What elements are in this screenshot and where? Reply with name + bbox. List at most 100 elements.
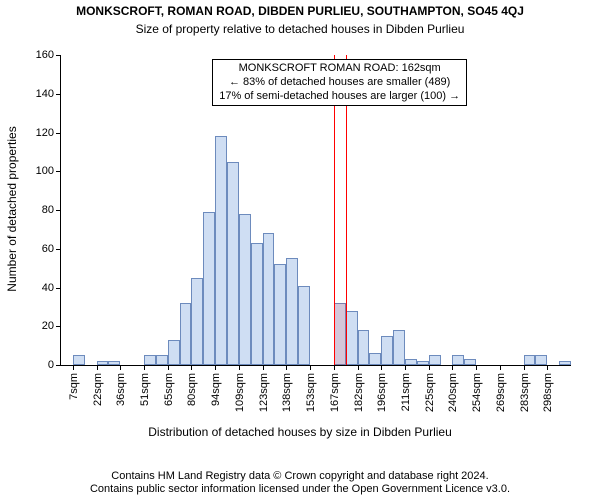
xtick-mark xyxy=(358,365,359,370)
xtick-label: 94sqm xyxy=(210,373,222,406)
histogram-bar xyxy=(274,264,286,365)
xtick-label: 254sqm xyxy=(471,373,483,412)
footer-line-2: Contains public sector information licen… xyxy=(0,483,600,496)
xtick-mark xyxy=(120,365,121,370)
ytick-mark xyxy=(56,365,61,366)
histogram-bar xyxy=(180,303,192,365)
ytick-mark xyxy=(56,55,61,56)
xtick-label: 153sqm xyxy=(305,373,317,412)
histogram-bar xyxy=(203,212,215,365)
histogram-bar xyxy=(97,361,109,365)
x-axis-label: Distribution of detached houses by size … xyxy=(0,425,600,439)
ytick-mark xyxy=(56,288,61,289)
histogram-bar xyxy=(251,243,263,365)
histogram-bar xyxy=(381,336,393,365)
ytick-label: 120 xyxy=(26,127,54,139)
xtick-label: 65sqm xyxy=(163,373,175,406)
ytick-label: 60 xyxy=(26,243,54,255)
ytick-label: 140 xyxy=(26,88,54,100)
xtick-mark xyxy=(429,365,430,370)
footer: Contains HM Land Registry data © Crown c… xyxy=(0,470,600,496)
histogram-bar xyxy=(369,353,381,365)
xtick-label: 211sqm xyxy=(400,373,412,411)
xtick-mark xyxy=(524,365,525,370)
histogram-bar xyxy=(168,340,180,365)
histogram-bar xyxy=(452,355,464,365)
xtick-mark xyxy=(500,365,501,370)
xtick-mark xyxy=(310,365,311,370)
histogram-bar xyxy=(559,361,571,365)
xtick-label: 196sqm xyxy=(376,373,388,412)
histogram-bar xyxy=(464,359,476,365)
xtick-mark xyxy=(144,365,145,370)
xtick-label: 123sqm xyxy=(258,373,270,412)
xtick-label: 22sqm xyxy=(92,373,104,406)
ytick-label: 100 xyxy=(26,165,54,177)
histogram-bar xyxy=(417,361,429,365)
ytick-label: 160 xyxy=(26,49,54,61)
y-axis-label: Number of detached properties xyxy=(5,109,19,309)
ytick-label: 80 xyxy=(26,204,54,216)
xtick-label: 240sqm xyxy=(447,373,459,412)
xtick-mark xyxy=(73,365,74,370)
xtick-label: 138sqm xyxy=(281,373,293,412)
histogram-bar xyxy=(524,355,536,365)
histogram-bar xyxy=(298,286,310,365)
annotation-line: ← 83% of detached houses are smaller (48… xyxy=(219,76,460,90)
marker-highlight-bar xyxy=(334,303,346,365)
ytick-mark xyxy=(56,249,61,250)
footer-line-1: Contains HM Land Registry data © Crown c… xyxy=(0,470,600,483)
xtick-mark xyxy=(405,365,406,370)
xtick-label: 7sqm xyxy=(68,373,80,400)
histogram-bar xyxy=(358,330,370,365)
ytick-mark xyxy=(56,326,61,327)
annotation-line: MONKSCROFT ROMAN ROAD: 162sqm xyxy=(219,62,460,76)
chart-subtitle: Size of property relative to detached ho… xyxy=(0,22,600,36)
histogram-bar xyxy=(144,355,156,365)
xtick-label: 51sqm xyxy=(139,373,151,406)
histogram-bar xyxy=(73,355,85,365)
histogram-bar xyxy=(191,278,203,365)
xtick-label: 109sqm xyxy=(234,373,246,412)
xtick-label: 167sqm xyxy=(329,373,341,412)
histogram-bar xyxy=(108,361,120,365)
xtick-label: 298sqm xyxy=(542,373,554,412)
xtick-label: 182sqm xyxy=(353,373,365,412)
xtick-mark xyxy=(334,365,335,370)
xtick-mark xyxy=(286,365,287,370)
xtick-mark xyxy=(168,365,169,370)
histogram-bar xyxy=(239,214,251,365)
xtick-mark xyxy=(215,365,216,370)
xtick-label: 80sqm xyxy=(186,373,198,406)
histogram-bar xyxy=(156,355,168,365)
histogram-bar xyxy=(286,258,298,365)
ytick-label: 20 xyxy=(26,320,54,332)
xtick-label: 225sqm xyxy=(424,373,436,412)
xtick-mark xyxy=(452,365,453,370)
xtick-mark xyxy=(263,365,264,370)
xtick-mark xyxy=(239,365,240,370)
xtick-mark xyxy=(191,365,192,370)
histogram-bar xyxy=(215,136,227,365)
histogram-bar xyxy=(227,162,239,365)
ytick-label: 40 xyxy=(26,282,54,294)
ytick-mark xyxy=(56,94,61,95)
xtick-label: 283sqm xyxy=(519,373,531,412)
histogram-bar xyxy=(393,330,405,365)
chart-title: MONKSCROFT, ROMAN ROAD, DIBDEN PURLIEU, … xyxy=(0,4,600,18)
ytick-mark xyxy=(56,210,61,211)
annotation-box: MONKSCROFT ROMAN ROAD: 162sqm← 83% of de… xyxy=(212,59,467,106)
xtick-mark xyxy=(97,365,98,370)
plot-area: MONKSCROFT ROMAN ROAD: 162sqm← 83% of de… xyxy=(60,55,571,366)
histogram-bar xyxy=(429,355,441,365)
chart-container: MONKSCROFT, ROMAN ROAD, DIBDEN PURLIEU, … xyxy=(0,0,600,500)
xtick-label: 269sqm xyxy=(495,373,507,412)
ytick-label: 0 xyxy=(26,359,54,371)
xtick-mark xyxy=(381,365,382,370)
xtick-mark xyxy=(476,365,477,370)
annotation-line: 17% of semi-detached houses are larger (… xyxy=(219,90,460,104)
ytick-mark xyxy=(56,133,61,134)
ytick-mark xyxy=(56,171,61,172)
histogram-bar xyxy=(405,359,417,365)
xtick-label: 36sqm xyxy=(115,373,127,406)
